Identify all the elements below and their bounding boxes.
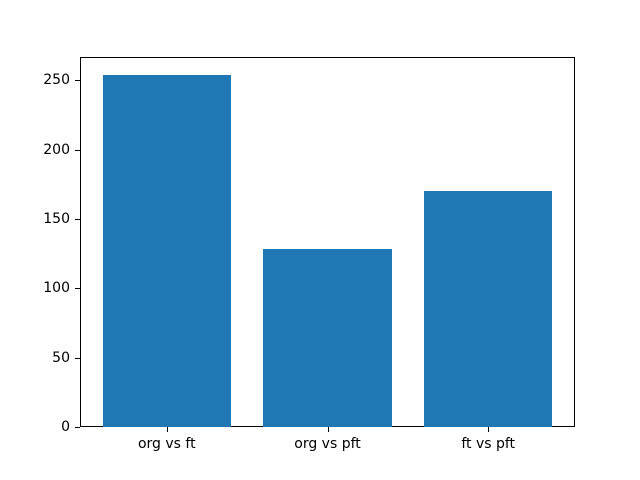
y-tick-label: 250 — [43, 72, 70, 89]
y-tick-label: 0 — [61, 419, 70, 435]
y-tick-mark — [75, 427, 80, 428]
x-tick-mark — [327, 427, 329, 432]
x-tick-label: org vs pft — [294, 436, 361, 452]
y-tick-label: 50 — [52, 349, 70, 366]
y-tick-mark — [75, 149, 80, 151]
y-tick-label: 150 — [43, 210, 70, 227]
y-tick-mark — [75, 80, 80, 82]
bar-ft-vs-pft — [423, 191, 553, 427]
x-tick-label: ft vs pft — [461, 436, 516, 452]
y-tick-label: 200 — [43, 141, 70, 158]
y-tick-mark — [75, 218, 80, 220]
bar-org-vs-pft — [263, 249, 392, 427]
y-tick-label: 100 — [43, 280, 70, 297]
y-tick-mark — [75, 357, 80, 359]
x-tick-mark — [488, 427, 490, 432]
y-tick-mark — [75, 288, 80, 290]
bar-org-vs-ft — [102, 74, 232, 427]
x-tick-mark — [166, 427, 168, 432]
x-tick-label: org vs ft — [137, 436, 196, 452]
